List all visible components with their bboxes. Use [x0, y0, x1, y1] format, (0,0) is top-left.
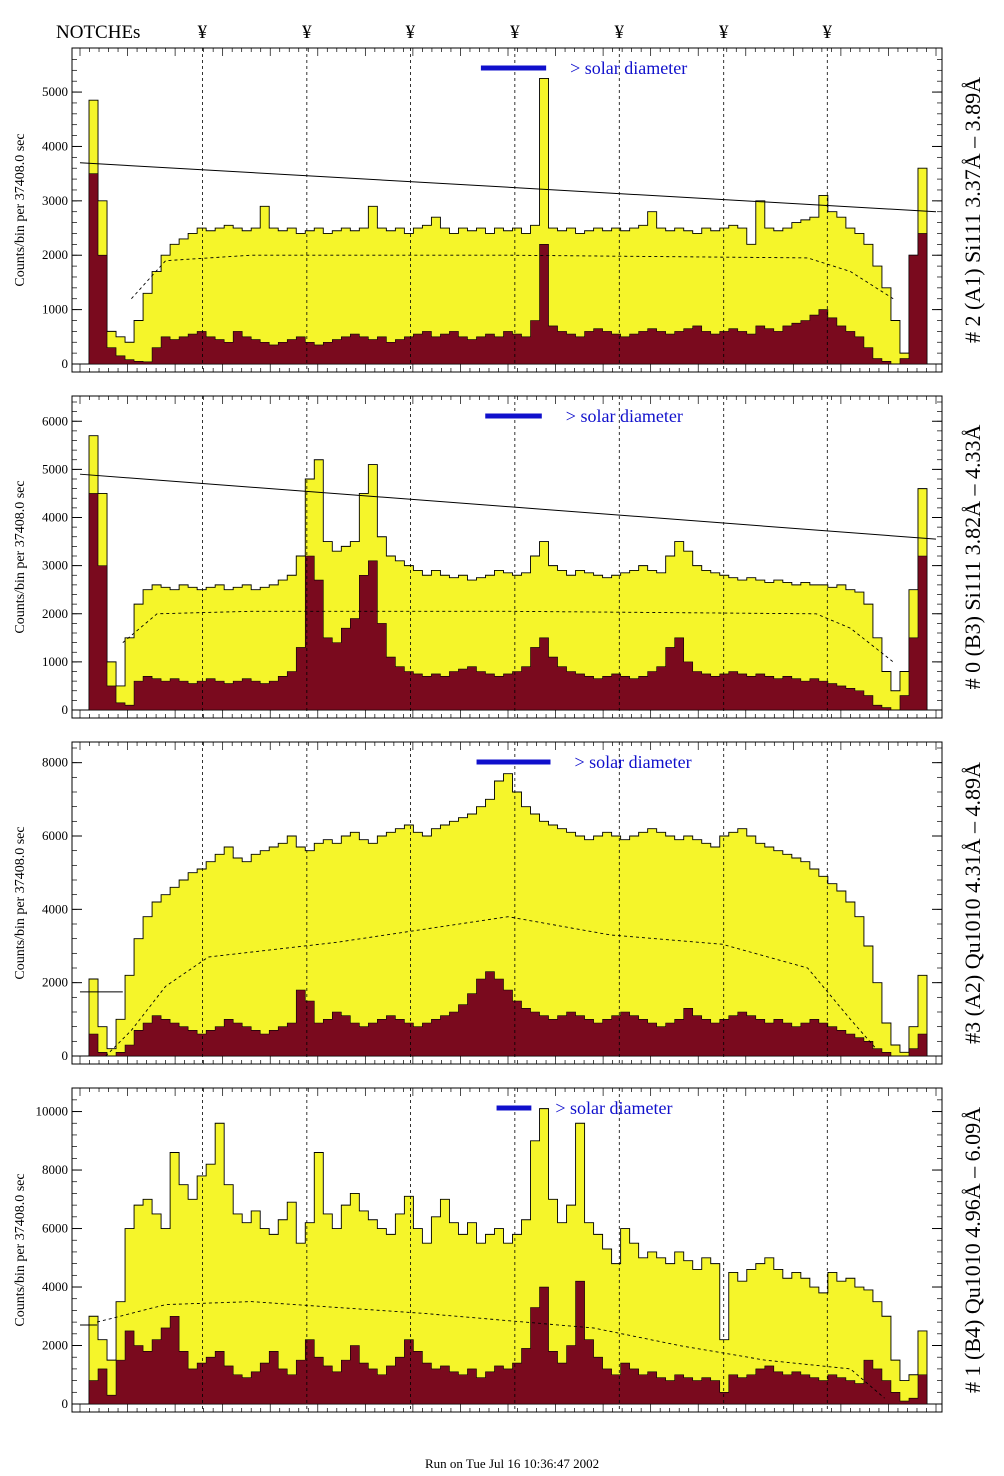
y-tick-label: 0 [62, 356, 69, 371]
y-tick-label: 8000 [42, 755, 68, 770]
y-axis-label: Counts/bin per 37408.0 sec [13, 826, 28, 979]
notch-symbol: ¥ [510, 22, 520, 43]
y-tick-label: 4000 [42, 510, 68, 525]
y-tick-label: 2000 [42, 975, 68, 990]
model-curve [96, 1301, 885, 1399]
y-tick-label: 5000 [42, 84, 68, 99]
y-tick-label: 4000 [42, 901, 68, 916]
detector-label: # 2 (A1) Si111 3.37Å – 3.89Å [960, 77, 985, 343]
y-tick-label: 6000 [42, 413, 68, 428]
y-tick-label: 4000 [42, 138, 68, 153]
detector-panel-1: 0 1000 2000 3000 4000 5000 6000 Counts/bin per … [13, 395, 985, 719]
notch-symbol: ¥ [615, 22, 625, 43]
detector-panel-2: 0 2000 4000 6000 8000 Counts/bin per 37408.0 … [13, 741, 985, 1065]
notch-symbol: ¥ [198, 22, 208, 43]
y-tick-label: 1000 [42, 302, 68, 317]
y-tick-label: 6000 [42, 828, 68, 843]
solar-diameter-label: > solar diameter [555, 1098, 672, 1118]
detector-panel-0: 0 1000 2000 3000 4000 5000 Counts/bin per 3740… [13, 47, 985, 373]
detector-label: # 1 (B4) Qu1010 4.96Å – 6.09Å [960, 1107, 985, 1393]
y-tick-label: 2000 [42, 1338, 68, 1353]
series-total-area [80, 435, 936, 711]
y-axis-label: Counts/bin per 37408.0 sec [13, 133, 28, 286]
notch-symbol: ¥ [302, 22, 312, 43]
notch-symbol: ¥ [719, 22, 729, 43]
y-tick-label: 2000 [42, 247, 68, 262]
model-curve [131, 254, 894, 300]
detector-label: #3 (A2) Qu1010 4.31Å – 4.89Å [960, 762, 985, 1044]
trend-line [79, 473, 937, 540]
detector-panel-3: 0 2000 4000 6000 8000 10000 Counts/bin per 374… [13, 1087, 985, 1413]
series-dark-area [80, 493, 936, 711]
panel-frame [71, 1087, 943, 1413]
series-dark-area [80, 1280, 936, 1405]
detector-label: # 0 (B3) Si111 3.82Å – 4.33Å [960, 424, 985, 689]
run-timestamp: Run on Tue Jul 16 10:36:47 2002 [425, 1456, 599, 1471]
notches-label: NOTCHEs [56, 22, 140, 43]
solar-diameter-label: > solar diameter [575, 752, 692, 772]
model-curve [105, 916, 877, 1057]
y-tick-label: 3000 [42, 558, 68, 573]
y-axis-label: Counts/bin per 37408.0 sec [13, 480, 28, 633]
y-tick-label: 3000 [42, 193, 68, 208]
trend-line [79, 162, 937, 213]
y-tick-label: 6000 [42, 1221, 68, 1236]
chart-panels: 0 1000 2000 3000 4000 5000 Counts/bin per 3740… [13, 47, 985, 1413]
series-total-area [80, 773, 936, 1057]
y-tick-label: 5000 [42, 461, 68, 476]
notch-marks: ¥ ¥ ¥ ¥ ¥ ¥ ¥ [198, 22, 833, 43]
panel-frame [71, 741, 943, 1065]
series-total-area [80, 1108, 936, 1405]
solar-diameter-label: > solar diameter [566, 406, 683, 426]
y-axis-label: Counts/bin per 37408.0 sec [13, 1173, 28, 1326]
series-dark-area [80, 173, 936, 365]
model-curve [122, 610, 894, 663]
y-tick-label: 1000 [42, 654, 68, 669]
series-dark-area [80, 971, 936, 1057]
notch-symbol: ¥ [823, 22, 833, 43]
y-tick-label: 4000 [42, 1279, 68, 1294]
y-tick-label: 2000 [42, 606, 68, 621]
y-tick-label: 10000 [36, 1104, 69, 1119]
y-tick-label: 0 [62, 1048, 69, 1063]
series-total-area [80, 78, 936, 365]
y-tick-label: 0 [62, 702, 69, 717]
y-tick-label: 8000 [42, 1162, 68, 1177]
y-tick-label: 0 [62, 1396, 69, 1411]
notch-symbol: ¥ [406, 22, 416, 43]
solar-diameter-label: > solar diameter [570, 58, 687, 78]
panel-frame [71, 395, 943, 719]
panel-frame [71, 47, 943, 373]
